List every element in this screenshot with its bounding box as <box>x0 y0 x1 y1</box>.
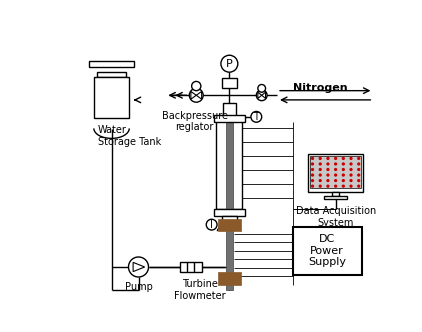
Circle shape <box>311 185 314 187</box>
Circle shape <box>358 169 360 170</box>
Circle shape <box>350 185 352 187</box>
Circle shape <box>335 163 337 165</box>
Circle shape <box>335 157 337 159</box>
Circle shape <box>342 185 344 187</box>
Circle shape <box>335 174 337 176</box>
Text: T: T <box>253 112 259 122</box>
Circle shape <box>319 157 321 159</box>
Circle shape <box>327 157 329 159</box>
Text: Pump: Pump <box>124 283 152 292</box>
Circle shape <box>319 185 321 187</box>
Bar <box>310 156 361 189</box>
Polygon shape <box>191 91 196 99</box>
Circle shape <box>319 169 321 170</box>
Text: Nitrogen: Nitrogen <box>292 83 347 93</box>
Circle shape <box>342 174 344 176</box>
Circle shape <box>221 55 238 72</box>
Circle shape <box>258 85 265 92</box>
Circle shape <box>335 169 337 170</box>
Circle shape <box>335 185 337 187</box>
Circle shape <box>350 180 352 182</box>
Polygon shape <box>262 92 265 98</box>
Circle shape <box>311 174 314 176</box>
Circle shape <box>251 112 262 122</box>
Circle shape <box>327 180 329 182</box>
Polygon shape <box>196 91 202 99</box>
Circle shape <box>358 157 360 159</box>
Circle shape <box>350 163 352 165</box>
Circle shape <box>342 169 344 170</box>
Text: DC
Power
Supply: DC Power Supply <box>308 234 346 267</box>
Circle shape <box>128 257 149 277</box>
Bar <box>332 192 339 196</box>
Circle shape <box>327 185 329 187</box>
Circle shape <box>311 169 314 170</box>
Bar <box>218 219 241 231</box>
Circle shape <box>206 219 217 230</box>
Bar <box>223 103 235 117</box>
Circle shape <box>358 163 360 165</box>
Circle shape <box>342 180 344 182</box>
Circle shape <box>311 157 314 159</box>
Bar <box>94 77 129 118</box>
Text: Data Acquisition
System: Data Acquisition System <box>295 206 376 228</box>
Bar <box>97 72 126 77</box>
Circle shape <box>327 163 329 165</box>
Circle shape <box>335 180 337 182</box>
Circle shape <box>350 174 352 176</box>
Bar <box>216 117 243 209</box>
Circle shape <box>327 169 329 170</box>
Bar <box>214 209 245 216</box>
Circle shape <box>319 180 321 182</box>
Polygon shape <box>133 262 145 272</box>
Bar <box>226 105 233 290</box>
Bar <box>324 196 347 199</box>
Circle shape <box>256 90 267 101</box>
Text: P: P <box>226 59 233 69</box>
Circle shape <box>350 157 352 159</box>
Text: Turbine
Flowmeter: Turbine Flowmeter <box>174 279 226 301</box>
Circle shape <box>358 180 360 182</box>
Circle shape <box>192 81 201 91</box>
Text: Water
Storage Tank: Water Storage Tank <box>98 125 161 147</box>
Bar <box>218 272 241 285</box>
Circle shape <box>358 174 360 176</box>
Bar <box>222 78 237 88</box>
Circle shape <box>311 163 314 165</box>
Bar <box>214 115 245 122</box>
Circle shape <box>319 174 321 176</box>
Circle shape <box>342 157 344 159</box>
Circle shape <box>327 174 329 176</box>
Bar <box>222 216 237 222</box>
Circle shape <box>311 180 314 182</box>
Circle shape <box>350 169 352 170</box>
Circle shape <box>358 185 360 187</box>
Polygon shape <box>258 92 262 98</box>
Text: Backpressure
reglator: Backpressure reglator <box>162 111 228 132</box>
Circle shape <box>342 163 344 165</box>
Bar <box>180 262 202 272</box>
Circle shape <box>189 88 203 102</box>
Bar <box>89 61 134 67</box>
Bar <box>308 154 363 192</box>
Bar <box>292 227 362 275</box>
Text: I: I <box>210 220 213 230</box>
Circle shape <box>319 163 321 165</box>
